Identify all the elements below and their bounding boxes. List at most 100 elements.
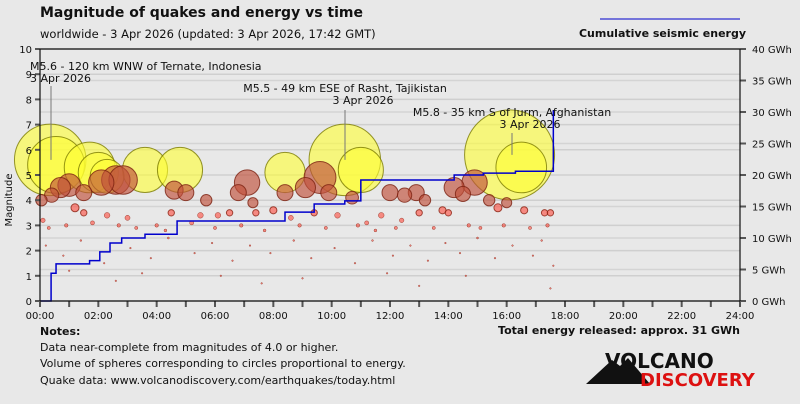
y2-tick-label: 10 GWh	[752, 234, 792, 245]
quake-circle	[134, 226, 139, 230]
quake-circle	[478, 226, 483, 230]
x-tick-label: 22:00	[667, 311, 696, 322]
annotation-label: M5.6 - 120 km WNW of Ternate, Indonesia	[30, 60, 262, 73]
x-tick-label: 06:00	[201, 311, 230, 322]
note-line: Data near-complete from magnitudes of 4.…	[40, 341, 338, 354]
quake-circle	[294, 177, 316, 199]
x-tick-label: 24:00	[726, 311, 755, 322]
quake-circle	[334, 212, 341, 219]
quake-circle	[40, 217, 46, 223]
quake-circle	[200, 194, 213, 207]
volcanodiscovery-logo[interactable]: VOLCANO DISCOVERY	[586, 349, 756, 391]
note-line: Quake data: www.volcanodiscovery.com/ear…	[40, 374, 395, 387]
quake-circle	[297, 223, 302, 228]
quake-circle	[552, 264, 555, 267]
quake-circle	[68, 269, 71, 272]
quake-circle	[269, 206, 278, 215]
quake-circle	[540, 239, 543, 242]
quake-circle	[44, 244, 47, 247]
y2-tick-label: 30 GWh	[752, 108, 792, 119]
logo-text-volcano: VOLCANO	[605, 349, 714, 373]
x-tick-label: 00:00	[26, 311, 55, 322]
quake-circle	[323, 226, 328, 230]
quake-circle	[239, 223, 244, 228]
y-tick-label: 0	[26, 297, 32, 308]
quake-circle	[163, 228, 168, 233]
total-energy: Total energy released: approx. 31 GWh	[498, 324, 740, 337]
quake-circle	[167, 209, 175, 217]
y2-tick-label: 20 GWh	[752, 171, 792, 182]
quake-circle	[269, 252, 272, 255]
y2-tick-label: 5 GWh	[752, 266, 786, 277]
y2-tick-label: 0 GWh	[752, 297, 786, 308]
y-tick-label: 4	[26, 196, 32, 207]
quake-circle	[124, 215, 131, 221]
quakes	[13, 109, 556, 290]
quake-circle	[399, 217, 405, 223]
quake-circle	[260, 282, 263, 285]
x-tick-label: 04:00	[142, 311, 171, 322]
quake-circle	[247, 197, 259, 209]
quake-circle	[501, 197, 513, 209]
y2-tick-label: 15 GWh	[752, 203, 792, 214]
quake-circle	[90, 220, 95, 226]
quake-circle	[197, 212, 204, 219]
quake-circle	[546, 209, 555, 217]
quake-circle	[225, 209, 234, 217]
quake-circle	[177, 184, 195, 202]
quake-circle	[213, 226, 217, 230]
y-tick-label: 5	[26, 171, 32, 182]
quake-circle	[444, 209, 453, 217]
quake-circle	[431, 226, 436, 230]
quake-circle	[193, 252, 196, 255]
y2-tick-label: 25 GWh	[752, 140, 792, 151]
quake-circle	[355, 223, 360, 228]
quake-circle	[141, 272, 144, 275]
quake-circle	[520, 206, 529, 215]
y-tick-label: 10	[19, 45, 32, 56]
quake-circle	[466, 223, 471, 228]
quake-circle	[64, 223, 69, 228]
x-tick-label: 02:00	[84, 311, 113, 322]
x-tick-label: 10:00	[317, 311, 346, 322]
annotation-date: 3 Apr 2026	[332, 94, 393, 107]
y-tick-label: 3	[26, 221, 32, 232]
quake-circle	[493, 257, 497, 260]
quake-circle	[211, 241, 214, 245]
quake-circle	[381, 184, 399, 202]
quake-circle	[103, 262, 106, 265]
y-tick-label: 7	[26, 121, 32, 132]
axes: 0 1 2 3 4 5 6 7 8 9 10 0 GWh 5 GWh 10 GWh 15 GWh 20 GWh…	[19, 45, 792, 322]
chart-subtitle: worldwide - 3 Apr 2026 (updated: 3 Apr 2…	[40, 27, 376, 41]
quake-circle	[464, 274, 467, 277]
quake-circle	[353, 262, 357, 265]
quake-circle	[415, 209, 423, 217]
quake-circle	[396, 187, 413, 203]
quake-circle	[444, 241, 447, 245]
quake-circle	[454, 185, 471, 202]
x-tick-label: 18:00	[551, 311, 580, 322]
quake-circle	[62, 254, 65, 257]
y-tick-label: 6	[26, 146, 32, 157]
quake-circle	[219, 274, 222, 277]
quake-circle	[373, 228, 378, 233]
annotation-label: M5.8 - 35 km S of Jurm, Afghanistan	[413, 106, 611, 119]
energy-line	[40, 110, 555, 302]
quake-circle	[116, 223, 121, 228]
quake-circle	[549, 287, 552, 290]
quake-circle	[149, 257, 152, 260]
quake-circle	[378, 212, 385, 219]
quake-circle	[345, 190, 359, 205]
quake-circle	[231, 259, 234, 262]
quake-circle	[276, 184, 294, 202]
quake-circle	[333, 247, 336, 250]
note-line: Volume of spheres corresponding to circl…	[40, 357, 406, 370]
y-tick-label: 1	[26, 272, 32, 283]
quake-circle	[79, 239, 82, 242]
quake-circle	[252, 209, 260, 217]
quake-circle	[393, 226, 398, 230]
annotations: M5.6 - 120 km WNW of Ternate, Indonesia 3…	[30, 60, 611, 160]
quake-circle	[248, 244, 252, 247]
quake-circle	[301, 277, 304, 280]
